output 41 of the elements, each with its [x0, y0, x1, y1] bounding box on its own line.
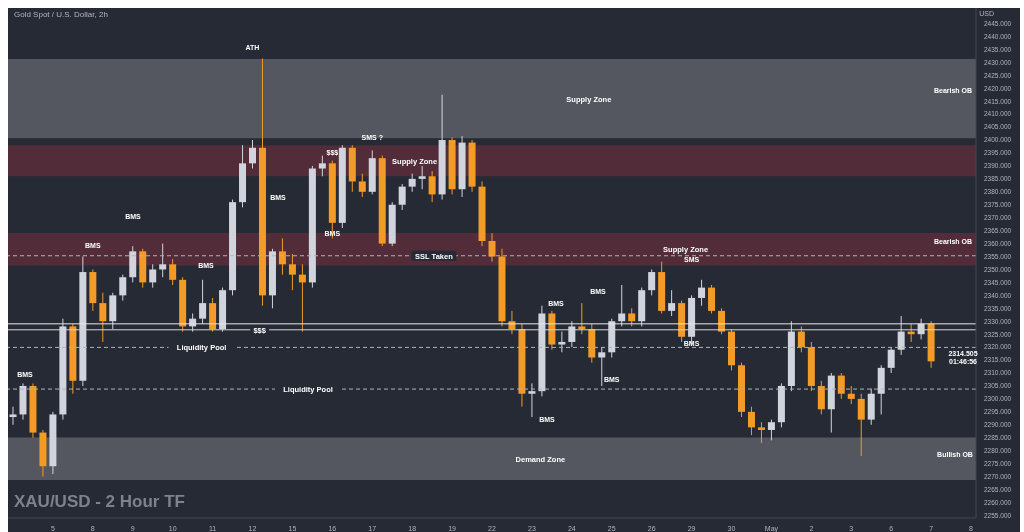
candlestick [598, 346, 606, 387]
candlestick [199, 279, 207, 325]
candlestick [847, 385, 855, 405]
candlestick [488, 232, 496, 263]
candlestick [887, 346, 895, 374]
candlestick [698, 279, 706, 307]
candlestick [249, 139, 256, 170]
chart-subtitle: Gold Spot / U.S. Dollar, 2h [14, 10, 108, 19]
candlestick [408, 173, 416, 193]
candlestick [767, 419, 775, 441]
candlestick [428, 170, 436, 203]
candlestick [558, 331, 566, 353]
candlestick [99, 292, 107, 343]
candlestick [9, 406, 17, 426]
candlestick [278, 237, 286, 276]
text: XAU/USD - 2 Hour TF [14, 492, 185, 512]
candlestick [797, 325, 805, 353]
candlestick [159, 243, 167, 278]
candlestick [668, 289, 676, 317]
candlestick [578, 302, 586, 335]
candlestick [528, 382, 536, 418]
candlestick [817, 380, 825, 415]
candlestick [298, 263, 306, 333]
candlestick [358, 173, 366, 198]
candlestick [288, 253, 296, 291]
candlestick [398, 183, 406, 211]
candlestick [648, 268, 656, 296]
candlestick [149, 263, 157, 289]
candlestick [318, 155, 326, 177]
candlestick [618, 284, 626, 327]
candlestick [119, 274, 127, 302]
candlestick [837, 372, 845, 400]
candlestick [169, 258, 177, 286]
candlestick [628, 307, 636, 327]
candlestick [757, 421, 765, 444]
candlestick [708, 284, 716, 314]
candlestick [508, 310, 516, 335]
candlestick [718, 307, 726, 335]
candlestick [747, 406, 755, 436]
candlestick [418, 165, 426, 190]
candlestick [857, 393, 865, 457]
